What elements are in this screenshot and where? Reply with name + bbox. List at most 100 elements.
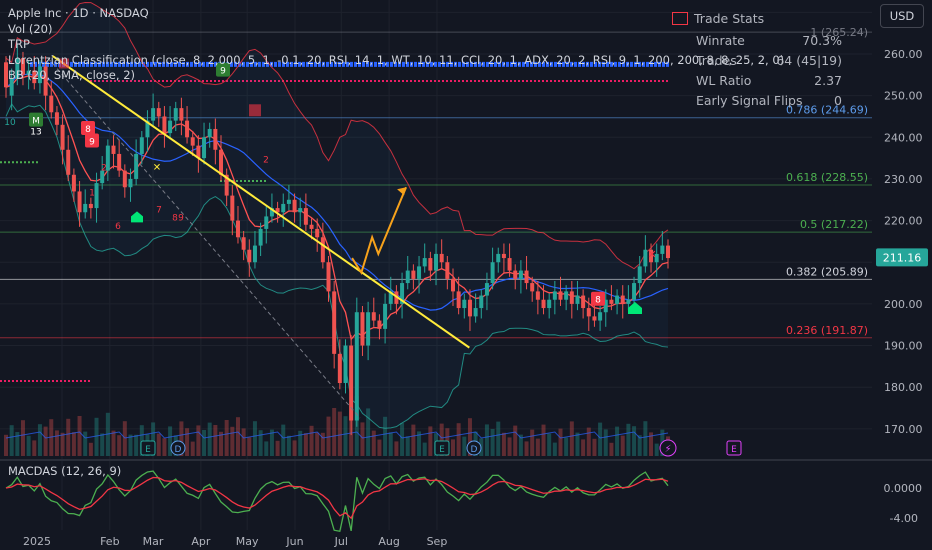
candle-body [654, 253, 659, 263]
stat-value: 70.3% [802, 32, 842, 48]
price-tick: 200.00 [884, 298, 923, 311]
candle-body [54, 112, 59, 125]
volume-bar [54, 430, 59, 456]
time-tick: Aug [378, 535, 399, 548]
volume-bar [26, 435, 31, 456]
candle-body [524, 270, 529, 284]
count-label: 1 [89, 189, 95, 199]
macd-legend[interactable]: MACDAS (12, 26, 9) [8, 464, 122, 478]
volume-bar [20, 420, 25, 456]
macd-signal-line [5, 476, 669, 520]
volume-bar [235, 417, 240, 456]
volume-bar [292, 440, 297, 456]
symbol-line[interactable]: Apple Inc · 1D · NASDAQ [8, 6, 149, 20]
fib-label: 0.786 (244.69) [786, 104, 868, 117]
volume-bar [83, 431, 88, 456]
lightning-icon: ⚡ [664, 444, 671, 455]
candle-body [405, 270, 410, 284]
volume-bar [320, 432, 325, 456]
currency-button[interactable]: USD [880, 4, 924, 28]
volume-bar [151, 422, 156, 456]
candle-body [224, 174, 229, 196]
candle-body [575, 295, 580, 304]
candle-body [473, 308, 478, 317]
time-tick: Apr [191, 535, 211, 548]
volume-bar [315, 432, 320, 456]
volume-bar [309, 425, 314, 456]
sell-block [249, 104, 261, 117]
candle-body [349, 345, 354, 421]
volume-bar [264, 441, 269, 456]
candle-body [484, 283, 489, 296]
candle-body [558, 291, 563, 300]
volume-bar [360, 422, 365, 456]
candle-body [467, 299, 472, 317]
fib-label: 0.5 (217.22) [800, 218, 868, 231]
earnings-badge [434, 440, 450, 456]
candle-body [9, 78, 14, 96]
volume-bar [258, 430, 263, 456]
candle-body [32, 70, 37, 84]
stat-value: 64 (45|19) [776, 52, 842, 68]
candle-body [552, 291, 557, 300]
volume-bar [213, 425, 218, 456]
kernel-line [5, 74, 669, 341]
candle-body [230, 195, 235, 221]
candle-body [581, 295, 586, 309]
fibonacci-levels: 0.786 (244.69) 0.618 (228.55) 0.5 (217.22)… [0, 26, 872, 382]
legend-bb[interactable]: BB (20, SMA, close, 2) [8, 68, 135, 83]
volume-bar [190, 441, 195, 456]
candle-body [518, 270, 523, 279]
candle-body [490, 262, 495, 284]
candles [4, 43, 670, 436]
candle-body [185, 120, 190, 138]
volume-bar [603, 429, 608, 456]
stat-value: 0 [834, 92, 842, 108]
last-price-text: 211.16 [883, 251, 922, 264]
price-tick: 230.00 [884, 173, 923, 186]
volume-bar [326, 416, 331, 456]
candle-body [371, 312, 376, 321]
candle-body [111, 145, 116, 154]
candle-body [541, 299, 546, 309]
volume-bar [9, 425, 14, 456]
volume-bar [185, 428, 190, 456]
chart-stats-icon [672, 11, 688, 25]
legend-lorentzian[interactable]: Lorentzian Classification (close, 8, 2,0… [8, 52, 785, 67]
candle-body [456, 291, 461, 309]
candle-body [530, 283, 535, 292]
dashed-projection [47, 57, 361, 419]
volume-bar [417, 431, 422, 456]
candle-body [535, 291, 540, 300]
candle-body [264, 216, 269, 229]
sell-marker-9 [85, 133, 99, 148]
volume-bar [168, 426, 173, 456]
volume-bar [15, 432, 20, 456]
volume-bar [179, 421, 184, 456]
candle-body [4, 62, 8, 88]
candle-body [417, 266, 422, 279]
volume-bar [94, 417, 99, 456]
candle-body [77, 191, 82, 213]
volume-bar [592, 438, 597, 456]
volume-bar [247, 437, 252, 456]
volume-bar [654, 443, 659, 456]
candle-body [354, 312, 359, 421]
dividend-badge [466, 440, 482, 456]
volume-bar [60, 432, 65, 456]
candle-body [207, 128, 212, 138]
legend-vol[interactable]: Vol (20) [8, 21, 53, 36]
volume-ma [5, 431, 669, 439]
candle-body [649, 249, 654, 263]
candle-body [592, 316, 597, 321]
legend-trp[interactable]: TRP [8, 37, 30, 52]
volume-bar [598, 422, 603, 456]
volume-bar [252, 421, 257, 456]
candle-body [598, 312, 603, 321]
candle-body [377, 320, 382, 329]
volume-bar [518, 434, 523, 456]
fib-top-label: 1 (265.24) [810, 26, 868, 39]
volume-bar [66, 418, 71, 456]
